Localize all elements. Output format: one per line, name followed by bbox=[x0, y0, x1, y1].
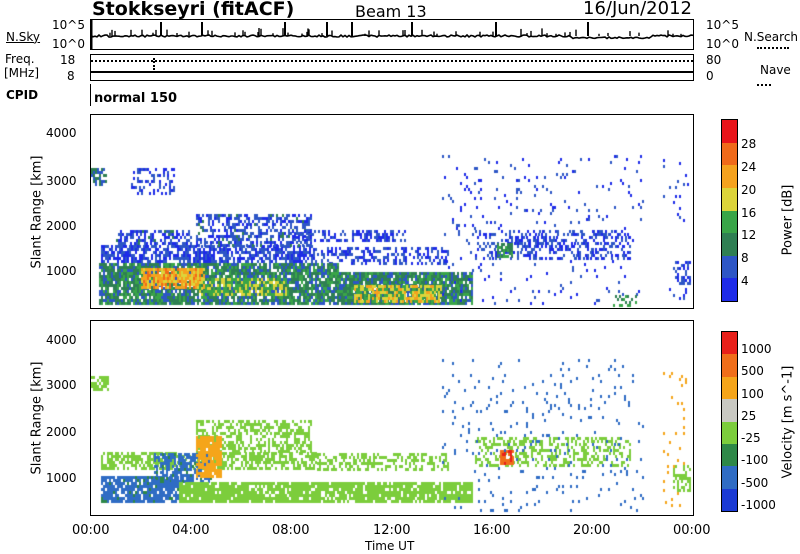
nsky-tick-bottom: 10^0 bbox=[52, 37, 85, 51]
nave-label: Nave bbox=[760, 63, 791, 77]
power-colorbar bbox=[721, 119, 738, 302]
velocity-cbar-tick-neg100: -100 bbox=[741, 453, 769, 467]
power-cbar-tick-12: 12 bbox=[741, 228, 757, 242]
freq-label: Freq. bbox=[5, 52, 35, 66]
freq-tick-bottom: 8 bbox=[67, 69, 75, 83]
power-cbar-label: Power [dB] bbox=[780, 184, 796, 256]
velocity-cbar-tick-neg500: -500 bbox=[741, 476, 769, 490]
nave-tick-bottom: 0 bbox=[706, 69, 714, 83]
power-cbar-swatch-5 bbox=[722, 233, 737, 256]
velocity-ytick-4000: 4000 bbox=[46, 333, 77, 347]
power-cbar-swatch-0 bbox=[722, 120, 737, 143]
nsky-label: N.Sky bbox=[6, 30, 41, 44]
power-ytick-1000: 1000 bbox=[46, 264, 77, 278]
power-cbar-swatch-3 bbox=[722, 187, 737, 211]
power-cbar-tick-20: 20 bbox=[741, 183, 757, 197]
cpid-value: normal 150 bbox=[94, 91, 178, 106]
xtick-0800: 08:00 bbox=[272, 523, 310, 538]
xtick-1600: 16:00 bbox=[473, 523, 511, 538]
power-cbar-tick-28: 28 bbox=[741, 137, 757, 151]
nsearch-tick-bottom: 10^0 bbox=[706, 37, 739, 51]
power-cbar-tick-16: 16 bbox=[741, 206, 757, 220]
velocity-heatmap bbox=[91, 321, 693, 515]
power-cbar-swatch-2 bbox=[722, 165, 737, 188]
freq-unit: [MHz] bbox=[4, 66, 40, 80]
velocity-cbar-swatch-5 bbox=[722, 443, 737, 467]
velocity-ytick-2000: 2000 bbox=[46, 425, 77, 439]
nsky-panel bbox=[90, 19, 694, 50]
nsky-tick-top: 10^5 bbox=[52, 18, 85, 32]
power-panel bbox=[90, 114, 694, 309]
xaxis-label: Time UT bbox=[365, 539, 415, 553]
velocity-ylabel: Slant Range [km] bbox=[29, 361, 45, 475]
velocity-cbar-swatch-4 bbox=[722, 421, 737, 444]
velocity-cbar-swatch-3 bbox=[722, 399, 737, 422]
velocity-cbar-swatch-1 bbox=[722, 354, 737, 377]
velocity-cbar-swatch-2 bbox=[722, 376, 737, 400]
velocity-cbar-label: Velocity [m s^-1] bbox=[780, 365, 796, 479]
velocity-cbar-swatch-7 bbox=[722, 488, 737, 511]
velocity-cbar-tick-1000: 1000 bbox=[741, 342, 772, 356]
velocity-panel bbox=[90, 320, 694, 516]
velocity-cbar-tick-500: 500 bbox=[741, 364, 764, 378]
power-ytick-4000: 4000 bbox=[46, 126, 77, 140]
xtick-0000: 00:00 bbox=[72, 523, 110, 538]
freq-panel bbox=[90, 54, 694, 81]
xtick-0400: 04:00 bbox=[172, 523, 210, 538]
freq-glitch bbox=[153, 58, 157, 70]
beam-label: Beam 13 bbox=[355, 2, 427, 21]
power-cbar-swatch-4 bbox=[722, 210, 737, 234]
velocity-cbar-tick-neg25: -25 bbox=[741, 431, 761, 445]
velocity-cbar-tick-25: 25 bbox=[741, 409, 757, 423]
velocity-cbar-tick-neg1000: -1000 bbox=[741, 498, 776, 512]
velocity-ytick-1000: 1000 bbox=[46, 471, 77, 485]
power-cbar-swatch-6 bbox=[722, 255, 737, 279]
nsearch-tick-top: 10^5 bbox=[706, 18, 739, 32]
power-cbar-swatch-7 bbox=[722, 278, 737, 301]
velocity-cbar-swatch-0 bbox=[722, 332, 737, 355]
power-heatmap bbox=[91, 115, 693, 308]
nave-dotted-line bbox=[91, 60, 693, 62]
xtick-1200: 12:00 bbox=[373, 523, 411, 538]
velocity-colorbar bbox=[721, 331, 738, 512]
nsearch-label: N.Search bbox=[744, 30, 799, 44]
power-ytick-2000: 2000 bbox=[46, 219, 77, 233]
nave-tick-top: 80 bbox=[706, 53, 722, 67]
power-cbar-swatch-1 bbox=[722, 142, 737, 166]
power-cbar-tick-24: 24 bbox=[741, 160, 757, 174]
velocity-cbar-swatch-6 bbox=[722, 466, 737, 489]
freq-solid-line bbox=[91, 71, 693, 73]
cpid-label: CPID bbox=[6, 88, 39, 102]
freq-tick-top: 18 bbox=[60, 53, 76, 67]
power-ytick-3000: 3000 bbox=[46, 174, 77, 188]
xtick-0000-end: 00:00 bbox=[673, 523, 711, 538]
power-cbar-tick-8: 8 bbox=[741, 251, 749, 265]
cpid-panel: normal 150 bbox=[90, 84, 694, 106]
velocity-ytick-3000: 3000 bbox=[46, 378, 77, 392]
nsearch-legend-dots bbox=[757, 47, 789, 49]
power-ylabel: Slant Range [km] bbox=[29, 155, 45, 269]
nave-legend-dots bbox=[757, 84, 771, 86]
xtick-2000: 20:00 bbox=[573, 523, 611, 538]
date-label: 16/Jun/2012 bbox=[583, 0, 692, 19]
station-title: Stokkseyri (fitACF) bbox=[92, 0, 295, 20]
power-cbar-tick-4: 4 bbox=[741, 274, 749, 288]
velocity-cbar-tick-100: 100 bbox=[741, 387, 764, 401]
nsky-trace bbox=[91, 20, 694, 49]
